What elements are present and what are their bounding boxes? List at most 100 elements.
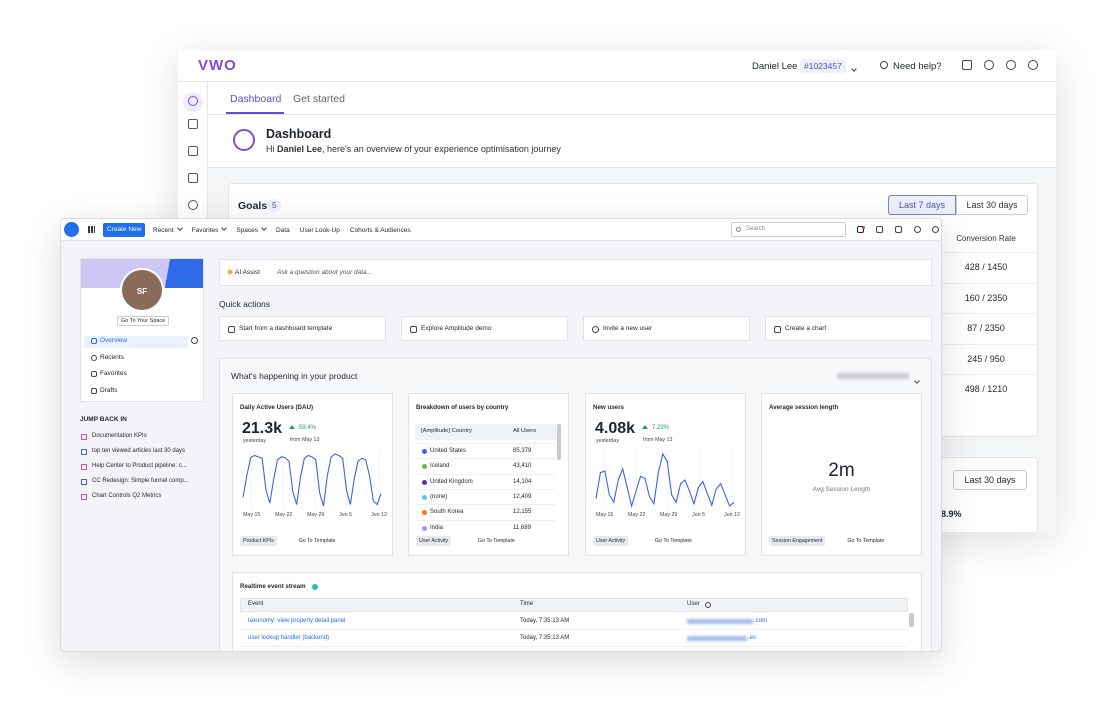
logo: VWO	[198, 57, 237, 74]
icon[interactable]	[188, 119, 198, 129]
conversion-rate: 245 / 950	[967, 353, 1005, 364]
column-header: [Amplitude] Country	[421, 428, 472, 434]
recent-item[interactable]: top ten viewed articles last 30 days	[92, 448, 186, 454]
quick-action[interactable]: Explore Amplitude demo	[401, 316, 568, 341]
goals-count: 5	[267, 199, 282, 212]
cell-country: (none)	[430, 493, 448, 500]
range-button[interactable]: Last 30 days	[956, 195, 1028, 215]
menu-item[interactable]: Spaces	[236, 227, 266, 234]
template-link[interactable]: Go To Template	[477, 538, 515, 544]
icon[interactable]	[188, 96, 198, 106]
account-menu[interactable]	[848, 60, 856, 78]
tag[interactable]: User Activity	[416, 536, 452, 546]
icon[interactable]	[895, 226, 902, 233]
icon[interactable]	[1028, 60, 1038, 70]
table-header	[240, 598, 908, 612]
apps-grid[interactable]	[88, 226, 95, 233]
ai-placeholder: Ask a question about your data...	[277, 269, 373, 276]
overview-panel: What's happening in your product Daily Ac…	[219, 358, 932, 651]
sidebar-link[interactable]: Overview	[100, 337, 128, 344]
icon	[736, 227, 741, 232]
event-name[interactable]: taxonomy: view property detail panel	[248, 618, 346, 624]
icon	[774, 326, 781, 333]
x-tick-label: May 15	[596, 512, 614, 518]
account-id: #1023457	[800, 59, 846, 73]
cell-value: 43,410	[513, 463, 532, 470]
sidebar-link[interactable]: Favorites	[100, 370, 127, 378]
icon[interactable]	[188, 146, 198, 156]
cell-country: India	[430, 524, 444, 531]
icon[interactable]	[914, 226, 921, 233]
x-tick-label: May 29	[660, 512, 678, 518]
icon	[91, 371, 97, 378]
user-email[interactable]: .es	[748, 635, 757, 641]
range-button[interactable]: Last 30 days	[953, 470, 1027, 490]
legend-dot	[422, 494, 427, 500]
menu-item[interactable]: Favorites	[192, 227, 227, 234]
help-link[interactable]: Need help?	[893, 61, 942, 72]
page-title: Dashboard	[266, 127, 332, 141]
recent-item[interactable]: CC Redesign: Simple funnel comp...	[92, 478, 189, 484]
conversion-rate: 160 / 2350	[964, 292, 1008, 303]
quick-action[interactable]: Invite a new user	[583, 316, 750, 341]
scrollbar	[909, 613, 914, 627]
icon[interactable]	[876, 226, 883, 233]
recent-item[interactable]: Documentation KPIs	[92, 433, 147, 439]
tab[interactable]: Dashboard	[230, 93, 282, 105]
quick-action[interactable]: Create a chart	[765, 316, 932, 341]
space-button[interactable]: Go To Your Space	[117, 316, 170, 326]
recent-item[interactable]: Help Center to Product pipeline: c...	[92, 463, 187, 469]
template-link[interactable]: Go To Template	[654, 538, 692, 544]
big-number: 4.08k	[595, 420, 636, 437]
column-header: Event	[248, 601, 264, 607]
app-logo[interactable]	[64, 222, 79, 237]
section-title: Quick actions	[219, 299, 271, 309]
menu-item[interactable]: Recent	[153, 227, 182, 234]
icon[interactable]	[188, 200, 198, 210]
icon[interactable]	[984, 60, 994, 70]
menu-item[interactable]: Data	[276, 226, 290, 234]
quick-action[interactable]: Start from a dashboard template	[219, 316, 386, 341]
profile-card: SF Go To Your Space Overview Recents Favorit…	[80, 258, 204, 402]
icon[interactable]	[932, 226, 939, 233]
tab[interactable]: Get started	[293, 93, 345, 105]
icon[interactable]	[1006, 60, 1016, 70]
spark	[227, 269, 233, 275]
tag[interactable]: User Activity	[593, 536, 629, 546]
select-chevron[interactable]	[911, 372, 919, 390]
recent-item[interactable]: Chart Controls Q2 Metrics	[92, 493, 162, 499]
event-name[interactable]: user lookup handler (backend)	[248, 635, 330, 641]
icon[interactable]	[962, 60, 972, 70]
menu-item[interactable]: Cohorts & Audiences	[349, 226, 411, 234]
line-chart	[595, 450, 735, 509]
event-time: Today, 7:35:13 AM	[520, 635, 570, 641]
icon[interactable]	[188, 173, 198, 183]
icon	[410, 326, 417, 333]
chart-card: Average session length Session Engagement…	[761, 393, 922, 556]
ai-bar[interactable]: AI Assist Ask a question about your data.…	[219, 259, 932, 286]
menu-item[interactable]: User Look-Up	[299, 226, 340, 234]
sidebar-link[interactable]: Drafts	[100, 387, 118, 395]
goals-title: Goals	[238, 200, 268, 212]
item-icon	[81, 449, 87, 455]
range-button[interactable]: Last 7 days	[888, 195, 956, 215]
icon[interactable]	[857, 226, 864, 233]
icon	[592, 326, 599, 333]
create-button[interactable]: Create New	[103, 223, 146, 237]
template-link[interactable]: Go To Template	[847, 538, 885, 544]
icon[interactable]	[191, 337, 198, 344]
template-link[interactable]: Go To Template	[298, 538, 336, 544]
item-icon	[81, 434, 87, 440]
user-email[interactable]: .com	[754, 618, 768, 624]
blurred-select[interactable]	[837, 373, 909, 379]
sidebar-link[interactable]: Recents	[100, 353, 124, 361]
column-header: All Users	[513, 428, 537, 434]
quick-action-label: Start from a dashboard template	[239, 325, 333, 332]
search-box[interactable]: Search	[731, 222, 846, 237]
tag[interactable]: Product KPIs	[240, 536, 277, 546]
tag[interactable]: Session Engagement	[769, 536, 826, 546]
card-title: Daily Active Users (DAU)	[240, 404, 314, 411]
ai-label: AI Assist	[235, 269, 260, 276]
scrollbar	[557, 424, 561, 460]
change: 59.4%	[289, 425, 316, 431]
